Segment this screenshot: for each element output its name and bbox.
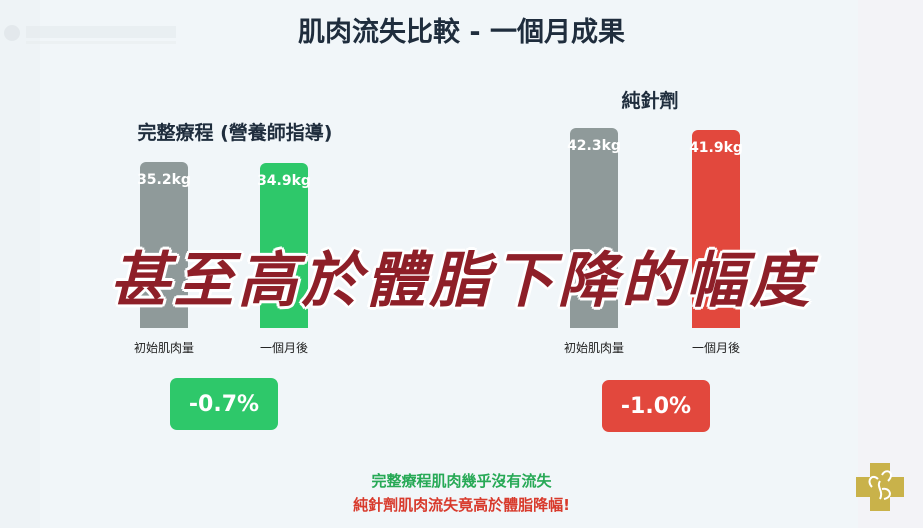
- bar-data-label: 34.9kg: [257, 172, 311, 189]
- footer-line-1: 完整療程肌肉幾乎沒有流失: [371, 472, 552, 490]
- bar: [260, 162, 308, 328]
- bar: [140, 161, 188, 328]
- footer-line-2: 純針劑肌肉流失竟高於體脂降幅!: [353, 496, 570, 514]
- group-title: 純針劑: [621, 90, 679, 112]
- watermark-logo: [4, 25, 176, 44]
- background-left-panel: [0, 0, 40, 528]
- category-label: 一個月後: [691, 341, 740, 355]
- bar: [570, 128, 618, 328]
- video-subtitle: 甚至高於體脂下降的幅度: [109, 246, 814, 316]
- background-right-panel: [858, 0, 923, 528]
- change-badge: -0.7%: [170, 378, 278, 430]
- group-title: 完整療程 (營養師指導): [137, 122, 333, 144]
- chart-title: 肌肉流失比較 - 一個月成果: [297, 17, 625, 48]
- change-badge: -1.0%: [602, 380, 710, 432]
- bar: [692, 129, 740, 328]
- category-label: 一個月後: [259, 341, 308, 355]
- category-label: 初始肌肉量: [133, 341, 194, 355]
- bar-data-label: 35.2kg: [137, 171, 191, 188]
- bar-data-label: 42.3kg: [567, 138, 621, 154]
- category-label: 初始肌肉量: [563, 341, 624, 355]
- clover-cross-logo-icon: [856, 463, 904, 511]
- bar-data-label: 41.9kg: [689, 139, 743, 156]
